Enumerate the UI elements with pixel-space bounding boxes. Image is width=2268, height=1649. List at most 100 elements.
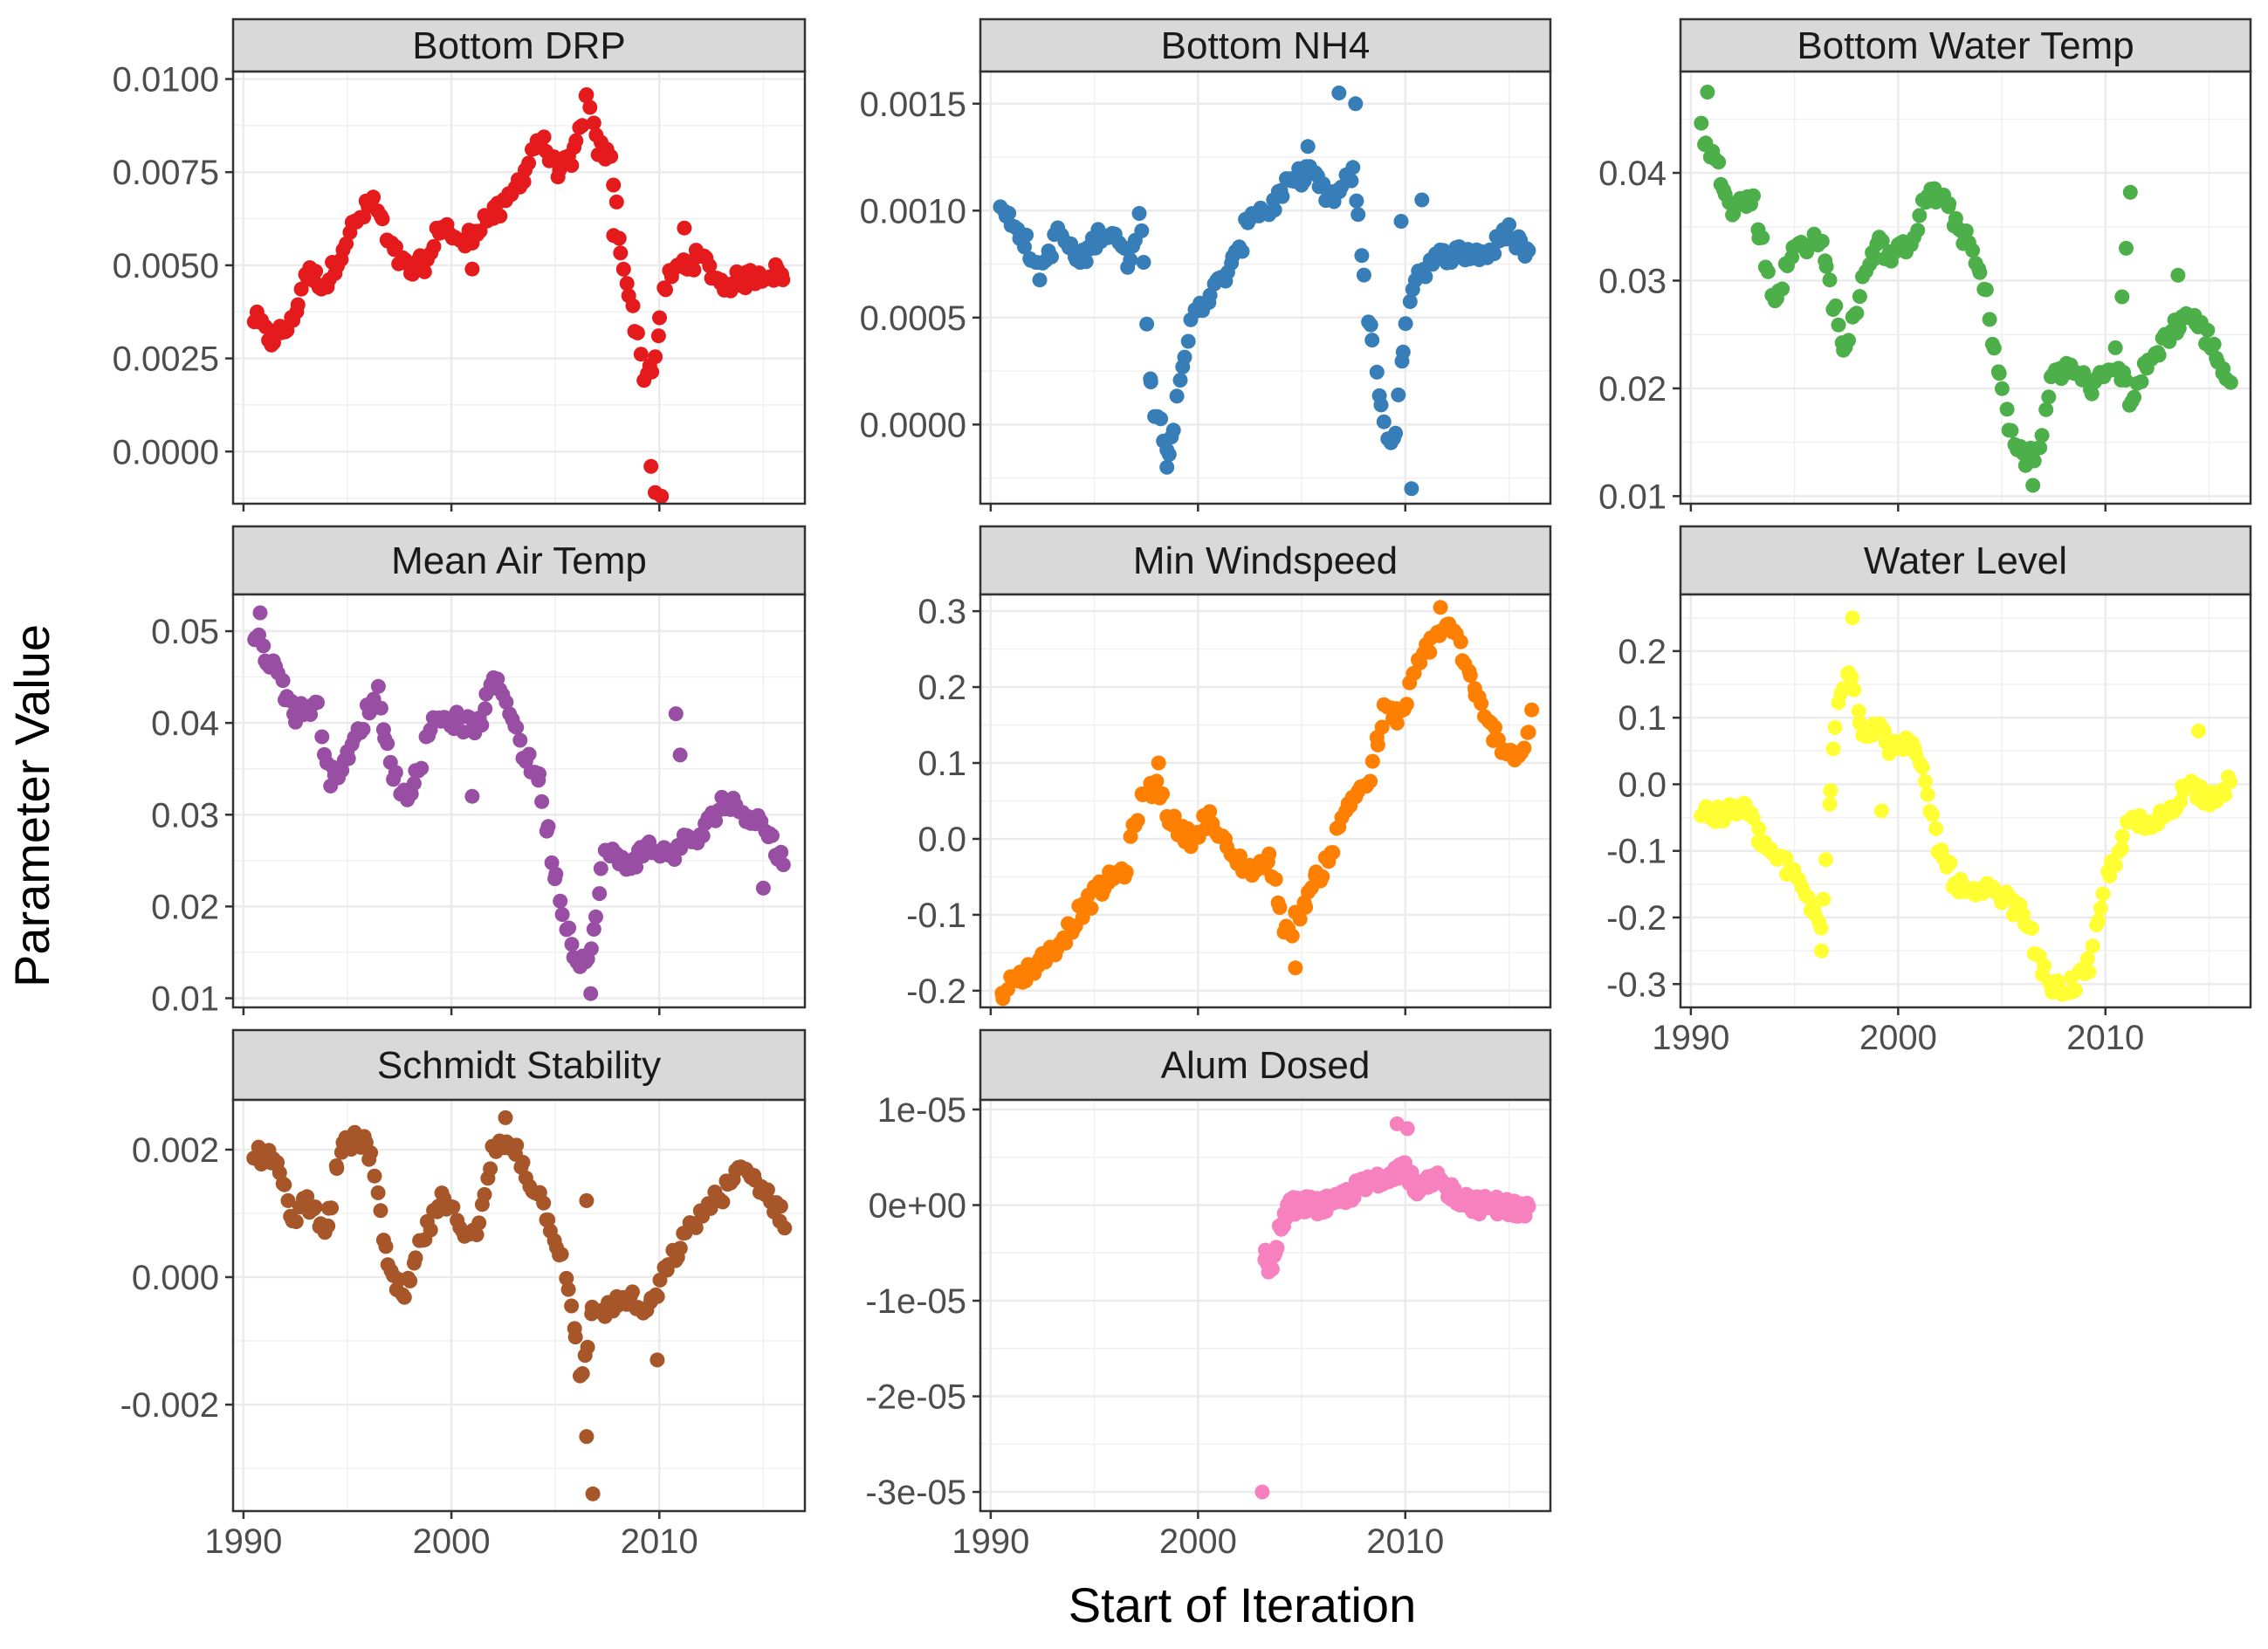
panel-border xyxy=(979,593,1552,1009)
data-point xyxy=(1139,316,1155,332)
data-point xyxy=(308,264,324,279)
facet-strip xyxy=(231,17,807,73)
data-point xyxy=(1972,265,1988,280)
data-point xyxy=(2079,951,2095,966)
data-point xyxy=(1134,223,1150,238)
data-point xyxy=(695,828,711,843)
data-point xyxy=(275,673,291,689)
data-point xyxy=(1866,251,1881,267)
data-point xyxy=(1161,447,1177,462)
data-point xyxy=(629,859,644,875)
data-point xyxy=(2118,373,2134,388)
data-point xyxy=(2223,374,2238,390)
data-point xyxy=(1261,846,1277,862)
data-point xyxy=(1078,254,1094,270)
y-tick-label: 0.3 xyxy=(918,593,966,631)
data-points xyxy=(1254,1116,1536,1500)
y-tick-label: 0.2 xyxy=(918,669,966,707)
data-point xyxy=(2171,320,2187,336)
data-points xyxy=(247,605,791,1001)
y-tick-label: 0.02 xyxy=(151,888,219,926)
data-point xyxy=(471,1215,487,1231)
data-point xyxy=(1159,459,1175,475)
data-point xyxy=(1284,928,1300,944)
data-point xyxy=(1063,236,1079,251)
data-point xyxy=(512,732,528,748)
data-point xyxy=(373,700,388,716)
data-point xyxy=(1521,1199,1536,1214)
panel-border xyxy=(979,1098,1552,1513)
data-point xyxy=(2114,828,2130,844)
data-point xyxy=(586,115,601,131)
data-point xyxy=(509,1137,525,1153)
data-point xyxy=(765,828,780,843)
data-point xyxy=(1345,160,1361,175)
data-point xyxy=(2170,267,2186,283)
data-point xyxy=(667,852,683,867)
data-point xyxy=(1364,753,1380,769)
y-tick-label: 0.0000 xyxy=(860,406,966,444)
facet-strip-label: Schmidt Stability xyxy=(377,1044,661,1087)
x-tick-label: 2010 xyxy=(621,1522,698,1561)
data-point xyxy=(2084,386,2100,402)
data-point xyxy=(1700,85,1715,100)
data-point xyxy=(686,262,702,278)
data-point xyxy=(1298,899,1314,915)
data-point xyxy=(2173,794,2189,809)
data-point xyxy=(588,909,603,924)
facet-panel: Alum Dosed -3e-05 -2e-05 -1e-05 0e+00 1e-05 19… xyxy=(865,1028,1552,1561)
y-tick-label: 0.2 xyxy=(1618,633,1667,671)
facet-panel: Min Windspeed -0.2 -0.1 0.0 0.1 0.2 0.3 xyxy=(906,525,1552,1015)
data-point xyxy=(1180,333,1196,349)
panel-background xyxy=(1680,594,2251,1007)
data-point xyxy=(574,1366,590,1381)
data-point xyxy=(1942,196,1957,211)
data-point xyxy=(2038,402,2054,417)
y-tick-label: 0.04 xyxy=(151,704,219,743)
data-point xyxy=(1986,340,2002,356)
data-point xyxy=(1292,911,1308,927)
data-point xyxy=(672,1240,688,1256)
data-point xyxy=(1958,223,1974,238)
data-points xyxy=(246,1110,793,1501)
data-point xyxy=(579,87,594,102)
data-point xyxy=(469,1227,485,1242)
panel-border xyxy=(231,593,807,1009)
data-point xyxy=(650,328,666,344)
x-tick-label: 2000 xyxy=(1859,1019,1937,1057)
data-point xyxy=(2107,857,2123,873)
data-points xyxy=(246,87,791,504)
panel-background xyxy=(980,1100,1550,1511)
data-point xyxy=(1369,364,1385,380)
data-point xyxy=(1261,1264,1276,1280)
data-point xyxy=(1001,205,1017,221)
data-point xyxy=(498,694,514,710)
x-tick-label: 2000 xyxy=(1159,1522,1237,1561)
data-point xyxy=(1414,192,1430,208)
data-point xyxy=(1994,381,2010,396)
y-tick-label: -0.2 xyxy=(906,972,966,1011)
data-point xyxy=(1844,670,1859,685)
data-point xyxy=(1912,208,1928,223)
data-point xyxy=(1874,233,1890,249)
x-tick-label: 1990 xyxy=(1652,1019,1729,1057)
x-tick-label: 2010 xyxy=(2066,1019,2144,1057)
x-tick-label: 2010 xyxy=(1366,1522,1444,1561)
data-point xyxy=(643,458,659,474)
data-point xyxy=(1275,189,1290,204)
data-point xyxy=(561,920,577,936)
data-point xyxy=(1118,864,1134,880)
data-point xyxy=(1852,289,1867,305)
data-point xyxy=(310,695,325,711)
data-point xyxy=(1873,803,1889,819)
panel-border xyxy=(231,1098,807,1513)
data-point xyxy=(1177,349,1192,365)
data-point xyxy=(1694,115,1709,131)
data-point xyxy=(1910,223,1926,238)
data-point xyxy=(521,746,537,762)
data-point xyxy=(1131,206,1147,221)
panel-border xyxy=(231,70,807,505)
data-point xyxy=(1818,852,1833,868)
data-point xyxy=(2041,389,2057,405)
